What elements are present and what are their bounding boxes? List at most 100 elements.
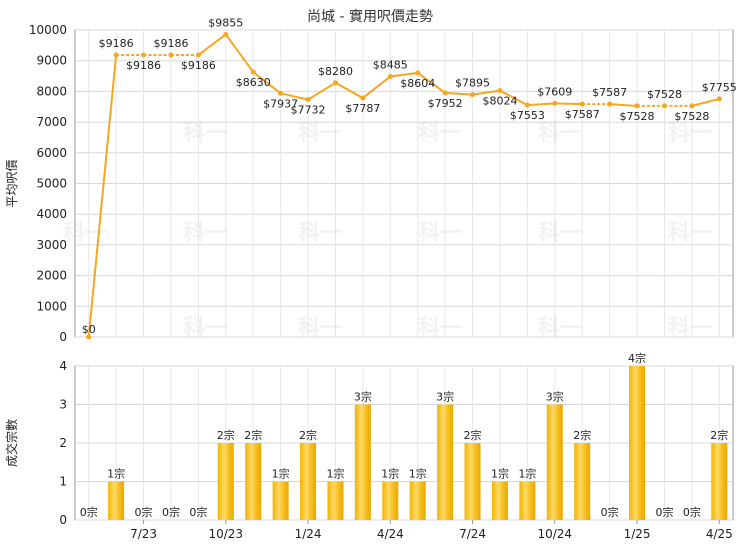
watermark: 科一 — [418, 316, 462, 341]
line-y-tick-label: 9000 — [36, 54, 67, 68]
watermark: 科一 — [298, 221, 342, 246]
bar — [519, 481, 536, 520]
bar — [300, 443, 317, 520]
line-point — [442, 90, 448, 96]
line-y-tick-label: 7000 — [36, 115, 67, 129]
line-data-label: $9186 — [153, 37, 188, 50]
line-point — [387, 74, 393, 80]
watermark: 科一 — [668, 121, 712, 146]
line-point — [470, 92, 476, 98]
bar — [546, 404, 563, 520]
bar-data-label: 1宗 — [326, 467, 344, 481]
line-segment — [224, 33, 255, 73]
line-y-tick-label: 1000 — [36, 299, 67, 313]
line-data-label: $8280 — [318, 65, 353, 78]
watermark: 科一 — [298, 316, 342, 341]
line-segment — [554, 102, 583, 106]
line-data-label: $7755 — [702, 81, 737, 94]
line-segment — [472, 89, 501, 96]
line-y-tick-label: 5000 — [36, 177, 67, 191]
line-data-label: $7937 — [263, 97, 298, 110]
bar — [409, 481, 426, 520]
line-data-label: $8604 — [400, 77, 435, 90]
bar-data-label: 2宗 — [573, 428, 591, 442]
line-point — [634, 103, 640, 109]
bar-data-label: 1宗 — [381, 467, 399, 481]
line-point — [661, 103, 667, 109]
line-segment — [527, 102, 555, 107]
bar-data-label: 2宗 — [710, 428, 728, 442]
bar — [272, 481, 289, 520]
bar — [245, 443, 262, 520]
bar-data-label: 2宗 — [244, 428, 262, 442]
line-point — [141, 52, 147, 58]
line-point — [360, 95, 366, 101]
bar — [382, 481, 399, 520]
line-point — [524, 102, 530, 108]
line-y-tick-label: 3000 — [36, 238, 67, 252]
line-segment — [362, 75, 391, 99]
x-tick-label: 7/24 — [459, 527, 486, 541]
watermark: 科一 — [668, 221, 712, 246]
line-segment — [197, 33, 227, 56]
line-data-label: $7553 — [510, 109, 545, 122]
line-point — [552, 100, 558, 106]
bar-y-axis-label: 成交宗數 — [4, 419, 19, 467]
line-segment — [390, 71, 418, 78]
bar-data-label: 1宗 — [518, 467, 536, 481]
line-data-label: $7587 — [565, 108, 600, 121]
watermark: 科一 — [418, 121, 462, 146]
line-data-label: $8485 — [373, 59, 408, 72]
watermark: 科一 — [183, 221, 227, 246]
line-segment — [691, 97, 720, 107]
line-y-tick-label: 6000 — [36, 146, 67, 160]
line-data-label: $7895 — [455, 77, 490, 90]
line-data-label: $9186 — [126, 59, 161, 72]
line-data-label: $7528 — [647, 88, 682, 101]
line-point — [497, 88, 503, 94]
line-segment — [307, 81, 336, 101]
line-y-axis-label: 平均呎價 — [5, 159, 19, 207]
watermark: 科一 — [298, 121, 342, 146]
watermark: 科一 — [183, 316, 227, 341]
x-tick-label: 4/25 — [706, 527, 733, 541]
bar-data-label: 0宗 — [135, 505, 153, 519]
bar — [108, 481, 125, 520]
bar-data-label: 2宗 — [299, 428, 317, 442]
line-data-label: $9186 — [181, 59, 216, 72]
line-point — [332, 80, 338, 86]
line-data-label: $7528 — [674, 110, 709, 123]
bar — [327, 481, 344, 520]
line-data-label: $7587 — [592, 86, 627, 99]
bar-data-label: 2宗 — [217, 428, 235, 442]
watermark: 科一 — [538, 121, 582, 146]
line-point — [305, 97, 311, 103]
bar — [711, 443, 728, 520]
bar-y-tick-label: 1 — [59, 475, 67, 489]
watermark: 科一 — [538, 316, 582, 341]
bar — [491, 481, 508, 520]
watermark: 科一 — [538, 221, 582, 246]
line-data-label: $7609 — [537, 85, 572, 98]
line-data-label: $8630 — [236, 76, 271, 89]
line-point — [579, 101, 585, 107]
bar-data-label: 0宗 — [189, 505, 207, 519]
line-segment — [280, 92, 309, 101]
watermark: 科一 — [418, 221, 462, 246]
bar-data-label: 3宗 — [436, 390, 454, 404]
bar — [629, 366, 646, 520]
bar-y-tick-label: 3 — [59, 398, 67, 412]
line-data-label: $7787 — [345, 102, 380, 115]
bar-data-label: 1宗 — [272, 467, 290, 481]
x-tick-label: 1/24 — [295, 527, 322, 541]
bar-data-label: 1宗 — [107, 467, 125, 481]
bar-data-label: 4宗 — [628, 351, 646, 365]
line-segment — [334, 81, 364, 99]
line-data-label: $9855 — [208, 16, 243, 29]
bar — [464, 443, 481, 520]
chart-title: 尚城 - 實用呎價走勢 — [307, 9, 433, 25]
line-data-label: $7528 — [620, 110, 655, 123]
x-tick-label: 7/23 — [130, 527, 157, 541]
line-y-tick-label: 4000 — [36, 207, 67, 221]
